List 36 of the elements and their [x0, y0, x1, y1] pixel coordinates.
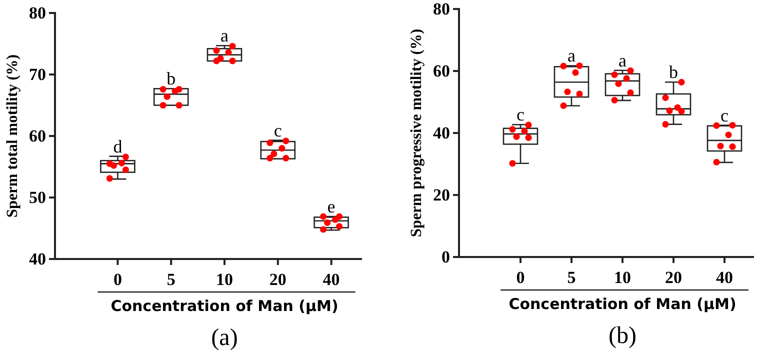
x-tick-label: 0 — [516, 268, 525, 287]
annotation: d — [113, 136, 122, 156]
y-tick-label: 80 — [433, 0, 450, 18]
x-tick-label: 5 — [567, 268, 576, 287]
y-tick-label: 60 — [433, 61, 450, 80]
annotation: b — [166, 68, 176, 89]
annotation: c — [720, 105, 728, 126]
y-tick-label: 50 — [29, 188, 46, 207]
y-tick-label: 80 — [29, 3, 46, 22]
x-tick-label: 40 — [716, 268, 733, 287]
y-tick-label: 70 — [29, 64, 46, 84]
y-axis-title: Sperm total motility (%) — [4, 54, 21, 218]
x-tick-label: 20 — [665, 268, 682, 287]
text: (b) — [608, 323, 636, 349]
x-tick-label: 5 — [166, 270, 176, 289]
y-tick-label: 20 — [433, 185, 450, 204]
y-axis-title: Sperm progressive motility (%) — [408, 28, 425, 238]
x-tick-label: 10 — [216, 270, 233, 289]
annotation: a — [568, 46, 576, 66]
annotation: c — [274, 120, 282, 140]
y-tick-label: 40 — [433, 123, 450, 142]
x-tick-label: 0 — [113, 270, 122, 289]
annotation: a — [220, 26, 228, 46]
annotation: c — [516, 104, 524, 125]
x-axis-title: Concentration of Man (μM) — [110, 297, 338, 315]
x-tick-label: 20 — [269, 270, 286, 289]
x-axis-title: Concentration of Man (μM) — [508, 295, 736, 313]
annotation: a — [618, 50, 626, 70]
annotation: e — [327, 196, 336, 217]
annotation: b — [669, 62, 678, 82]
text: (a) — [211, 325, 238, 351]
y-tick-label: 40 — [29, 249, 46, 268]
x-tick-label: 10 — [614, 268, 631, 287]
x-tick-label: 40 — [322, 270, 340, 289]
y-tick-label: 60 — [29, 126, 46, 146]
y-tick-label: 0 — [442, 247, 450, 266]
